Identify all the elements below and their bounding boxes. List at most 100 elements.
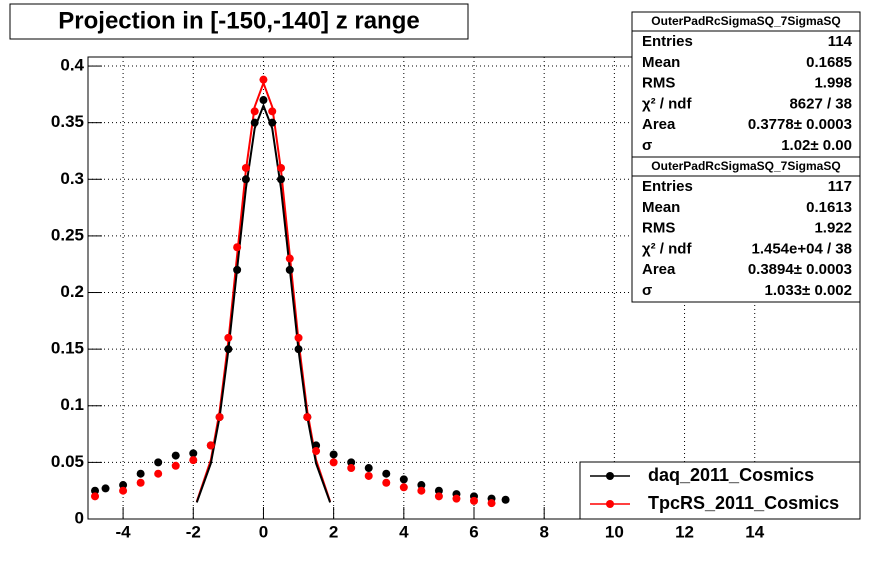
- y-tick-label: 0.25: [51, 225, 84, 244]
- x-tick-label: -4: [116, 522, 132, 541]
- stats-value: 8627 / 38: [789, 95, 852, 112]
- data-point: [312, 447, 321, 456]
- stats-value: 117: [828, 178, 852, 195]
- y-tick-label: 0.1: [60, 395, 84, 414]
- data-point: [470, 496, 478, 505]
- data-point: [329, 458, 338, 467]
- chart-title: Projection in [-150,-140] z range: [58, 7, 419, 34]
- data-point: [347, 458, 356, 467]
- stats-value: 1.922: [814, 220, 852, 237]
- x-tick-label: 8: [539, 522, 548, 541]
- data-point: [312, 441, 321, 450]
- stats-label: σ: [642, 137, 652, 154]
- x-tick-label: 6: [469, 522, 478, 541]
- data-point: [347, 464, 356, 473]
- data-point: [224, 345, 233, 354]
- data-point: [241, 175, 250, 184]
- data-point: [233, 243, 242, 252]
- x-tick-label: 2: [329, 522, 338, 541]
- stats-value: 1.454e+04 / 38: [751, 240, 852, 257]
- data-point: [382, 469, 391, 478]
- stats-box: [631, 156, 861, 303]
- data-point: [154, 458, 163, 467]
- stats-label: Area: [642, 261, 676, 278]
- stats-label: RMS: [642, 220, 675, 237]
- data-point: [91, 492, 100, 501]
- stats-value: 1.998: [814, 75, 852, 92]
- data-point: [417, 486, 426, 495]
- legend-box: [579, 461, 861, 520]
- data-point: [303, 413, 312, 422]
- stats-title: OuterPadRcSigmaSQ_7SigmaSQ: [651, 14, 840, 28]
- stats-value: 0.1685: [806, 54, 852, 71]
- stats-value: 0.1613: [806, 199, 852, 216]
- stats-label: Mean: [642, 54, 680, 71]
- x-tick-label: 4: [399, 522, 409, 541]
- data-point: [285, 254, 294, 263]
- data-point: [171, 451, 180, 460]
- stats-label: Entries: [642, 33, 693, 50]
- stats-label: Area: [642, 116, 676, 133]
- x-tick-label: 14: [745, 522, 764, 541]
- x-tick-label: -2: [186, 522, 201, 541]
- data-point: [215, 413, 224, 422]
- data-point: [259, 96, 268, 105]
- stats-label: σ: [642, 282, 652, 299]
- data-point: [119, 486, 128, 495]
- data-point: [399, 483, 408, 492]
- data-point: [285, 265, 294, 274]
- data-point: [136, 478, 145, 487]
- stats-label: Mean: [642, 199, 680, 216]
- legend-label: daq_2011_Cosmics: [648, 465, 814, 485]
- x-tick-label: 0: [259, 522, 268, 541]
- y-tick-label: 0.05: [51, 452, 84, 471]
- data-point: [171, 461, 180, 470]
- data-point: [294, 333, 303, 342]
- data-point: [233, 265, 242, 274]
- y-tick-label: 0.2: [60, 282, 84, 301]
- title-box: [9, 3, 469, 40]
- legend-marker: [606, 472, 614, 480]
- data-point: [101, 484, 110, 493]
- data-point: [189, 456, 198, 465]
- data-point: [382, 478, 391, 487]
- y-tick-label: 0.15: [51, 339, 84, 358]
- data-point: [119, 481, 128, 490]
- y-tick-label: 0.35: [51, 112, 84, 131]
- y-tick-label: 0.3: [60, 169, 84, 188]
- data-point: [329, 450, 338, 459]
- data-point: [250, 118, 259, 127]
- stats-label: χ² / ndf: [642, 95, 692, 112]
- data-point: [399, 475, 408, 484]
- stats-value: 0.3894± 0.0003: [748, 261, 852, 278]
- data-point: [294, 345, 303, 354]
- data-point: [277, 175, 285, 184]
- stats-value: 0.3778± 0.0003: [748, 116, 852, 133]
- legend-label: TpcRS_2011_Cosmics: [648, 493, 839, 513]
- data-point: [434, 492, 443, 501]
- data-point: [268, 118, 277, 127]
- data-point: [91, 486, 100, 495]
- stats-label: χ² / ndf: [642, 240, 692, 257]
- data-point: [250, 107, 259, 116]
- data-point: [259, 75, 268, 84]
- data-point: [501, 495, 510, 504]
- data-point: [268, 107, 277, 116]
- stats-title: OuterPadRcSigmaSQ_7SigmaSQ: [651, 159, 840, 173]
- stats-value: 114: [828, 33, 853, 50]
- data-point: [487, 499, 496, 508]
- stats-label: RMS: [642, 75, 675, 92]
- stats-value: 1.033± 0.002: [765, 282, 852, 299]
- data-point: [452, 494, 461, 503]
- data-point: [277, 163, 285, 172]
- fit-curve: [195, 102, 332, 503]
- data-point: [364, 464, 373, 473]
- data-point: [241, 163, 250, 172]
- data-point: [417, 481, 426, 490]
- stats-label: Entries: [642, 178, 693, 195]
- data-point: [224, 333, 233, 342]
- data-point: [136, 469, 145, 478]
- x-tick-label: 12: [675, 522, 694, 541]
- stats-box: [631, 11, 861, 158]
